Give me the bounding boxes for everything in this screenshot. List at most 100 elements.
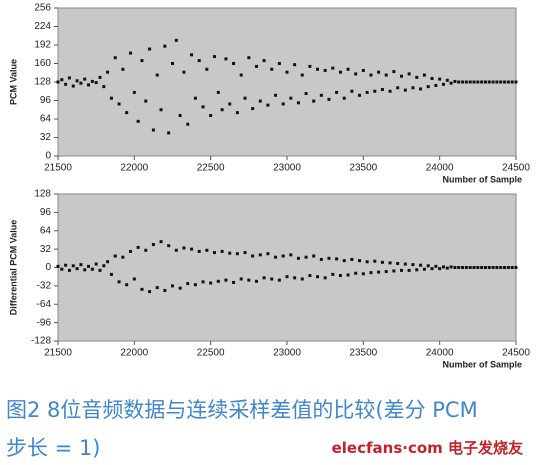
point <box>121 255 125 259</box>
y-tick-label: 64 <box>40 114 52 125</box>
point <box>514 266 518 269</box>
point <box>396 261 400 265</box>
point <box>186 122 190 126</box>
point <box>174 248 178 252</box>
point <box>415 75 419 79</box>
y-tick-label: 0 <box>45 262 51 273</box>
x-tick-label: 21500 <box>44 163 72 174</box>
point <box>79 81 83 85</box>
point <box>277 62 281 65</box>
y-tick-label: 128 <box>34 189 51 200</box>
point <box>312 99 316 103</box>
point <box>144 99 148 103</box>
point <box>388 89 392 93</box>
point <box>67 268 71 272</box>
point <box>472 80 476 84</box>
point <box>361 68 365 72</box>
point <box>296 256 300 260</box>
point <box>476 266 480 269</box>
point <box>243 96 247 100</box>
point <box>90 79 94 83</box>
point <box>495 266 499 269</box>
point <box>361 272 365 276</box>
point <box>87 264 91 268</box>
point <box>266 103 270 107</box>
point <box>151 243 155 247</box>
point <box>468 266 472 269</box>
point <box>270 277 274 281</box>
point <box>480 80 484 84</box>
point <box>503 266 507 269</box>
x-tick-label: 21500 <box>44 348 72 359</box>
y-tick-label: 32 <box>40 244 52 255</box>
x-tick-label: 22000 <box>120 163 148 174</box>
point <box>98 268 102 272</box>
point <box>430 267 434 271</box>
y-tick-label: -64 <box>37 299 52 310</box>
point <box>415 268 419 272</box>
point <box>338 70 342 74</box>
point <box>346 273 350 277</box>
point <box>83 268 87 272</box>
point <box>365 90 369 94</box>
point <box>373 89 377 93</box>
point <box>281 102 285 106</box>
point <box>464 266 468 269</box>
point <box>148 47 152 51</box>
plot-area <box>57 7 517 157</box>
point <box>419 87 423 91</box>
point <box>380 260 384 264</box>
point <box>453 266 457 269</box>
point <box>388 261 392 265</box>
point <box>60 78 64 82</box>
x-tick-label: 22500 <box>197 348 225 359</box>
point <box>121 67 125 71</box>
y-tick-label: 160 <box>34 58 51 69</box>
point <box>266 252 270 256</box>
point <box>201 280 205 284</box>
point <box>358 93 362 97</box>
y-tick-label: 256 <box>34 3 51 14</box>
x-tick-label: 24000 <box>426 163 454 174</box>
point <box>235 111 239 115</box>
point <box>171 62 174 65</box>
point <box>483 80 487 84</box>
y-tick-label: -96 <box>37 317 52 328</box>
point <box>197 59 201 63</box>
point <box>163 288 167 292</box>
y-tick-label: 224 <box>34 21 51 32</box>
point <box>403 88 407 92</box>
point <box>461 80 465 84</box>
point <box>239 73 243 77</box>
point <box>350 89 354 93</box>
point <box>300 277 304 281</box>
chart: 0 32 64 96 128 160 192 224 256 21500 22000 22500 230… <box>8 3 530 370</box>
point <box>174 38 178 42</box>
point <box>136 119 140 123</box>
point <box>79 263 83 267</box>
y-tick-label: -128 <box>31 336 51 347</box>
point <box>499 266 503 269</box>
point <box>220 108 224 112</box>
point <box>258 99 262 103</box>
point <box>270 67 274 71</box>
point <box>186 282 190 286</box>
point <box>209 114 213 118</box>
x-tick-label: 23500 <box>349 163 377 174</box>
point <box>453 79 457 83</box>
point <box>506 266 510 269</box>
caption-line: 步长 = 1) <box>6 436 101 460</box>
point <box>159 108 163 112</box>
point <box>495 80 499 84</box>
point <box>64 263 68 267</box>
point <box>163 44 167 48</box>
point <box>106 260 110 264</box>
x-axis-label: Number of Sample <box>442 174 522 184</box>
point <box>224 57 228 61</box>
point <box>346 67 350 71</box>
point <box>422 267 426 271</box>
point <box>193 283 197 287</box>
point <box>136 245 140 249</box>
point <box>411 86 415 90</box>
point <box>445 78 449 82</box>
